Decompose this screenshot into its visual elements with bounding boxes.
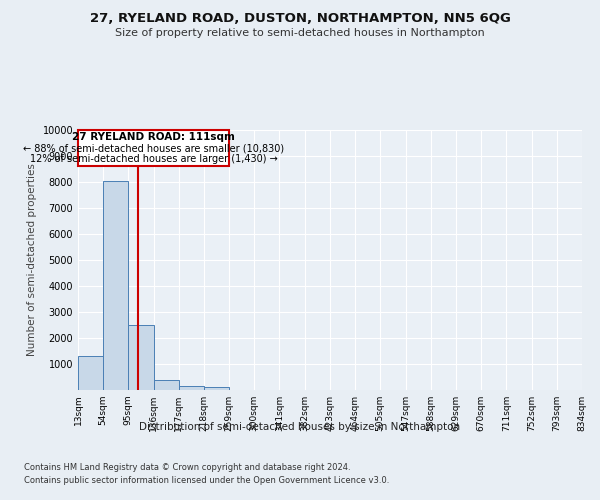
Text: 12% of semi-detached houses are larger (1,430) →: 12% of semi-detached houses are larger (…	[29, 154, 277, 164]
Text: ← 88% of semi-detached houses are smaller (10,830): ← 88% of semi-detached houses are smalle…	[23, 143, 284, 153]
Bar	[179, 386, 204, 390]
Text: Size of property relative to semi-detached houses in Northampton: Size of property relative to semi-detach…	[115, 28, 485, 38]
Text: Contains public sector information licensed under the Open Government Licence v3: Contains public sector information licen…	[24, 476, 389, 485]
Text: Distribution of semi-detached houses by size in Northampton: Distribution of semi-detached houses by …	[139, 422, 461, 432]
Text: 27 RYELAND ROAD: 111sqm: 27 RYELAND ROAD: 111sqm	[72, 132, 235, 142]
Text: 27, RYELAND ROAD, DUSTON, NORTHAMPTON, NN5 6QG: 27, RYELAND ROAD, DUSTON, NORTHAMPTON, N…	[89, 12, 511, 26]
Bar	[78, 356, 103, 390]
Y-axis label: Number of semi-detached properties: Number of semi-detached properties	[27, 164, 37, 356]
Bar	[103, 180, 128, 390]
Text: Contains HM Land Registry data © Crown copyright and database right 2024.: Contains HM Land Registry data © Crown c…	[24, 462, 350, 471]
FancyBboxPatch shape	[78, 130, 229, 166]
Bar	[128, 325, 154, 390]
Bar	[204, 388, 229, 390]
Bar	[154, 380, 179, 390]
